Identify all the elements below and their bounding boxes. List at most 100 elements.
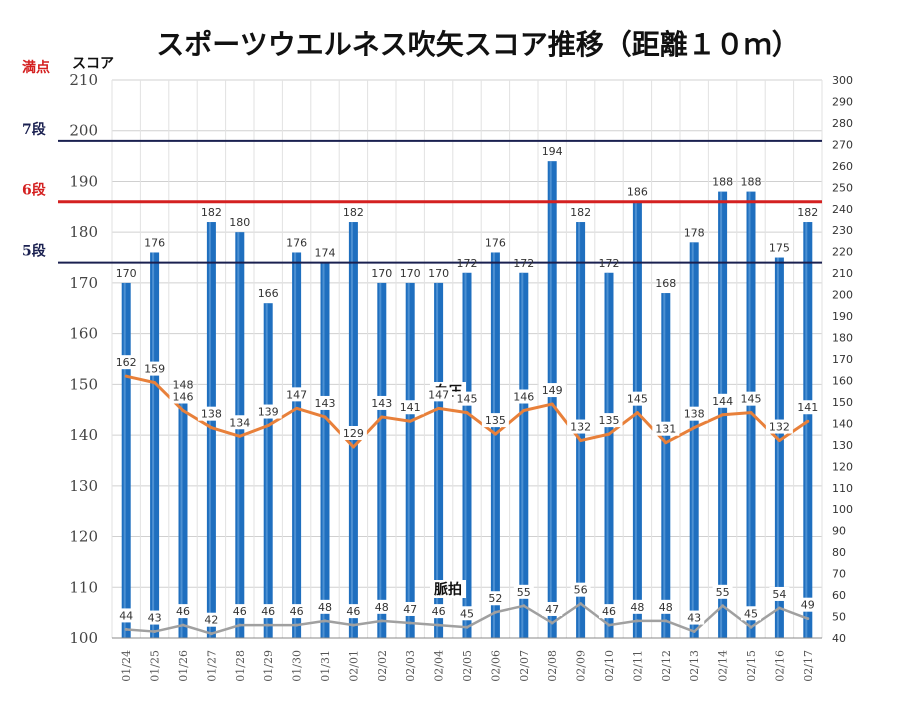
y2-tick-label: 240 — [832, 203, 853, 216]
series-point — [607, 432, 611, 436]
series-point — [493, 610, 497, 614]
x-tick-label: 01/24 — [120, 650, 133, 682]
series-point — [124, 374, 128, 378]
bar — [803, 222, 813, 638]
y2-tick-label: 260 — [832, 160, 853, 173]
line-data-label: 146 — [513, 391, 534, 404]
line-label-bg — [400, 601, 421, 616]
bar-highlight — [180, 394, 183, 638]
series-point — [550, 621, 554, 625]
series-point — [692, 426, 696, 430]
line-data-label: 55 — [716, 586, 730, 599]
reference-line-label: 満点 — [22, 59, 50, 76]
series-point — [465, 625, 469, 629]
series-point — [522, 409, 526, 413]
y-tick-label: 200 — [69, 122, 98, 140]
series-point — [380, 415, 384, 419]
series-point — [295, 406, 299, 410]
line-label-bg — [599, 604, 619, 619]
bar-highlight — [294, 252, 297, 639]
y2-tick-label: 110 — [832, 482, 853, 495]
bar-data-label: 194 — [542, 145, 563, 158]
line-label-bg — [709, 393, 737, 408]
line-label-bg — [765, 419, 793, 434]
x-tick-label: 02/09 — [575, 650, 588, 682]
x-tick-label: 02/02 — [376, 650, 389, 682]
line-data-label: 143 — [315, 397, 336, 410]
series-point — [209, 632, 213, 636]
y2-tick-label: 250 — [832, 181, 853, 194]
line-label-bg — [542, 601, 563, 616]
line-label-bg — [684, 610, 705, 625]
x-tick-label: 01/28 — [234, 650, 247, 682]
bar — [462, 272, 472, 638]
series-point — [153, 630, 157, 634]
line-data-label: 145 — [627, 393, 648, 406]
line-data-label: 48 — [375, 601, 389, 614]
line-data-label: 45 — [460, 607, 474, 620]
bar-highlight — [606, 272, 609, 638]
reference-line-label: 6段 — [22, 182, 46, 199]
line-data-label: 159 — [144, 363, 165, 376]
line-data-label: 46 — [290, 605, 304, 618]
x-tick-label: 02/13 — [688, 650, 701, 682]
bar — [377, 282, 387, 638]
line-label-bg — [513, 584, 534, 599]
series-point — [380, 619, 384, 623]
bar-data-label: 188 — [712, 176, 733, 189]
x-tick-label: 02/06 — [489, 650, 502, 682]
line-data-label: 141 — [797, 401, 818, 414]
line-data-label: 47 — [545, 603, 559, 616]
bar-data-label: 174 — [315, 247, 336, 260]
x-tick-label: 02/08 — [546, 650, 559, 682]
line-label-bg — [712, 584, 733, 599]
y-tick-label: 130 — [69, 477, 98, 495]
bar-highlight — [464, 272, 467, 638]
line-label-bg — [510, 389, 538, 404]
bar — [405, 282, 415, 638]
y2-tick-label: 180 — [832, 332, 853, 345]
bar-data-label: 170 — [428, 267, 449, 280]
line-data-label: 139 — [258, 406, 279, 419]
line-data-label: 48 — [659, 601, 673, 614]
series-point — [635, 411, 639, 415]
line-label-bg — [226, 415, 254, 430]
line-label-bg — [112, 355, 140, 370]
y2-tick-label: 50 — [832, 611, 846, 624]
bar-data-label: 182 — [570, 206, 591, 219]
series-point — [351, 445, 355, 449]
line-data-label: 138 — [684, 408, 705, 421]
line-data-label: 55 — [517, 586, 531, 599]
y2-tick-label: 300 — [832, 74, 853, 87]
bar — [434, 282, 444, 638]
line-label-bg — [141, 361, 169, 376]
bar-data-label: 182 — [797, 206, 818, 219]
bar-data-label: 182 — [343, 206, 364, 219]
line-label-bg — [655, 599, 676, 614]
bar-data-label: 188 — [741, 176, 762, 189]
x-tick-label: 02/07 — [518, 650, 531, 682]
y2-tick-label: 200 — [832, 289, 853, 302]
x-tick-label: 02/05 — [461, 650, 474, 682]
line-label-bg — [595, 413, 623, 428]
line-label-bg — [769, 586, 790, 601]
line-data-label: 145 — [741, 393, 762, 406]
series-point — [323, 415, 327, 419]
line-data-label: 43 — [148, 612, 162, 625]
line-data-label: 138 — [201, 408, 222, 421]
line-data-label: 146 — [173, 391, 194, 404]
series-point — [209, 426, 213, 430]
series-point — [635, 619, 639, 623]
x-tick-label: 01/26 — [177, 650, 190, 682]
x-tick-label: 02/16 — [773, 650, 786, 682]
line-data-label: 43 — [687, 612, 701, 625]
line-series — [124, 374, 810, 636]
bar — [206, 222, 216, 638]
y2-tick-label: 150 — [832, 396, 853, 409]
bar — [178, 394, 188, 638]
line-data-label: 48 — [630, 601, 644, 614]
line-label-bg — [570, 582, 591, 597]
line-label-bg — [116, 608, 137, 623]
line-data-label: 162 — [116, 356, 137, 369]
bar-highlight — [748, 191, 751, 638]
